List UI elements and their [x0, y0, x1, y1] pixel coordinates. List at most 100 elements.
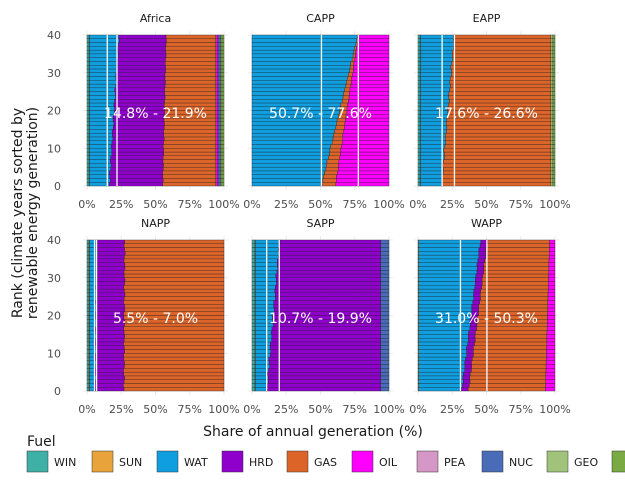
bar-segment-nuc: [218, 163, 221, 168]
bar-segment-oil: [215, 114, 218, 119]
y-tick-label: 40: [47, 29, 61, 42]
bar-segment-nuc: [380, 243, 390, 248]
bar-segment-nuc: [380, 277, 390, 282]
bar-segment-win: [86, 337, 90, 343]
bar-segment-gas: [333, 132, 344, 138]
bar-segment-bio: [552, 117, 556, 123]
bar-segment-oil: [546, 353, 556, 358]
bar-segment-geo: [220, 163, 223, 168]
bar-segment-bio: [221, 117, 225, 123]
bar-segment-gas: [473, 349, 547, 354]
bar-segment-win: [251, 371, 255, 377]
bar-segment-gas: [346, 80, 352, 85]
bar-segment-gas: [482, 273, 549, 278]
bar-segment-bio: [552, 182, 556, 187]
bar-segment-geo: [550, 144, 554, 149]
bar-segment-win: [86, 46, 90, 51]
bar-segment-win: [251, 254, 255, 260]
bar-segment-oil: [548, 273, 556, 278]
bar-segment-gas: [445, 140, 552, 145]
y-tick-label: 20: [47, 310, 61, 323]
bar-segment-gas: [469, 383, 546, 388]
x-tick-label: 0%: [78, 403, 95, 416]
bar-segment-win: [417, 61, 421, 66]
bar-segment-hrd: [475, 273, 483, 278]
bar-segment-oil: [547, 319, 556, 324]
panel-capp: CAPP 50.7% - 77.6% 0% 25% 50% 75% 100%: [243, 12, 404, 211]
bar-segment-wat: [89, 148, 112, 153]
bar-segment-nuc: [218, 87, 221, 92]
bar-segment-gas: [322, 182, 337, 187]
bar-segment-wat: [89, 49, 119, 55]
bar-segment-win: [86, 368, 90, 373]
x-tick-label: 50%: [143, 403, 167, 416]
bar-segment-geo: [550, 76, 554, 81]
bar-segment-nuc: [380, 368, 390, 373]
bar-segment-oil: [338, 159, 390, 164]
bar-segment-wat: [251, 155, 329, 160]
bar-segment-gas: [322, 178, 337, 183]
bar-segment-gas: [124, 254, 225, 260]
bar-segment-oil: [215, 53, 219, 58]
bar-segment-gas: [350, 61, 355, 66]
bar-segment-geo: [220, 61, 223, 66]
bar-segment-geo: [550, 83, 554, 89]
bar-segment-win: [251, 383, 255, 388]
bar-segment-oil: [348, 95, 390, 100]
bar-segment-gas: [444, 155, 552, 160]
bar-segment-bio: [221, 65, 225, 70]
bar-segment-bio: [221, 110, 225, 115]
bar-segment-win: [251, 239, 255, 244]
bar-segment-nuc: [380, 292, 390, 297]
bar-segment-win: [417, 76, 421, 81]
bar-segment-geo: [550, 95, 554, 100]
bar-segment-bio: [552, 163, 556, 168]
bar-segment-gas: [165, 53, 217, 58]
bar-segment-nuc: [218, 178, 221, 183]
bar-segment-win: [417, 148, 421, 153]
bar-segment-gas: [448, 95, 552, 100]
bar-segment-win: [86, 140, 90, 145]
bar-segment-hrd: [96, 296, 125, 301]
bar-segment-geo: [550, 80, 554, 85]
bar-segment-gas: [453, 38, 552, 43]
bar-segment-nuc: [380, 251, 390, 256]
bar-segment-win: [86, 360, 90, 365]
bar-segment-geo: [550, 129, 554, 134]
bar-segment-hrd: [96, 243, 125, 248]
bar-segment-win: [86, 322, 90, 327]
bar-segment-hrd: [464, 364, 472, 369]
legend-item-nuc: NUC: [481, 450, 533, 473]
bar-segment-win: [417, 166, 421, 172]
bar-segment-geo: [550, 68, 554, 73]
bar-segment-win: [86, 136, 90, 141]
bar-segment-wat: [255, 330, 272, 335]
bar-segment-gas: [165, 34, 216, 39]
bar-segment-wat: [420, 170, 444, 175]
bar-segment-gas: [163, 166, 216, 172]
bar-segment-oil: [215, 148, 219, 153]
bar-segment-gas: [165, 65, 216, 70]
bar-segment-hrd: [465, 356, 473, 361]
bar-segment-geo: [220, 110, 223, 115]
bar-segment-wat: [89, 254, 97, 260]
bar-segment-geo: [220, 95, 223, 100]
bar-segment-hrd: [275, 285, 381, 290]
bar-segment-geo: [550, 117, 554, 123]
bar-segment-gas: [124, 337, 225, 343]
bar-segment-gas: [162, 155, 216, 160]
bar-segment-bio: [221, 76, 225, 81]
bar-segment-bio: [221, 121, 225, 126]
bar-segment-oil: [215, 99, 218, 104]
bar-segment-hrd: [468, 334, 476, 339]
bar-segment-gas: [123, 300, 225, 305]
bar-segment-gas: [480, 292, 549, 297]
legend-label: SUN: [119, 456, 142, 469]
bar-segment-oil: [546, 349, 556, 354]
bar-segment-bio: [221, 61, 225, 66]
bar-segment-win: [86, 383, 90, 388]
bar-segment-hrd: [117, 65, 166, 70]
bar-segment-win: [86, 106, 90, 111]
bar-segment-hrd: [116, 80, 166, 85]
bar-segment-bio: [552, 80, 556, 85]
